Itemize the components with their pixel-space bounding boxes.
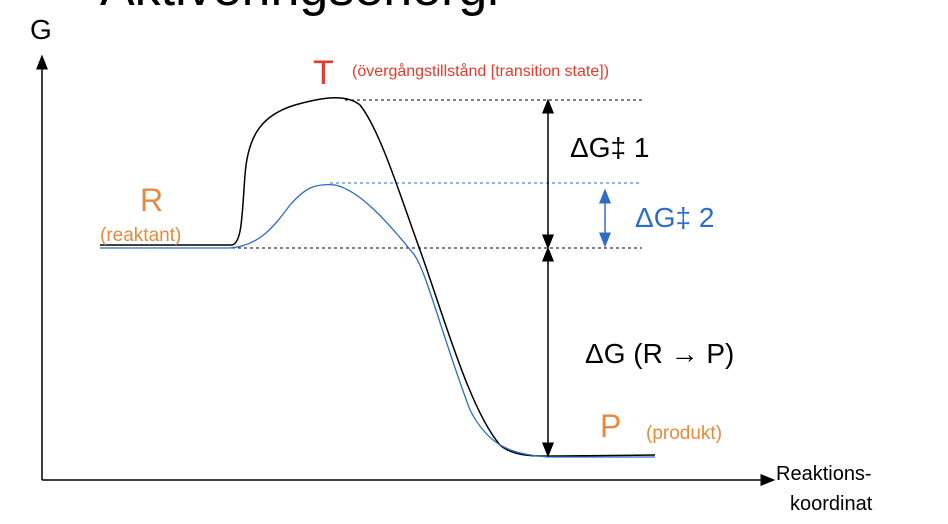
catalyzed-curve bbox=[100, 183, 655, 458]
transition-state-symbol: T bbox=[313, 54, 334, 92]
reactant-symbol: R bbox=[140, 182, 164, 218]
x-axis-label-line1: Reaktions- bbox=[776, 463, 872, 485]
delta-g2-label: ΔG‡ 2 bbox=[635, 202, 715, 233]
product-label: (produkt) bbox=[646, 423, 723, 444]
product-symbol: P bbox=[600, 408, 622, 444]
delta-g1-label: ΔG‡ 1 bbox=[570, 132, 650, 163]
transition-state-label: (övergångstillstånd [transition state]) bbox=[352, 63, 610, 80]
y-axis-label: G bbox=[30, 14, 52, 45]
x-axis-label-line2: koordinat bbox=[790, 493, 873, 515]
delta-g-label: ΔG (R → P) bbox=[585, 338, 735, 369]
reactant-label: (reaktant) bbox=[100, 225, 182, 246]
slide-title: Aktiveringsenergi bbox=[100, 0, 499, 14]
